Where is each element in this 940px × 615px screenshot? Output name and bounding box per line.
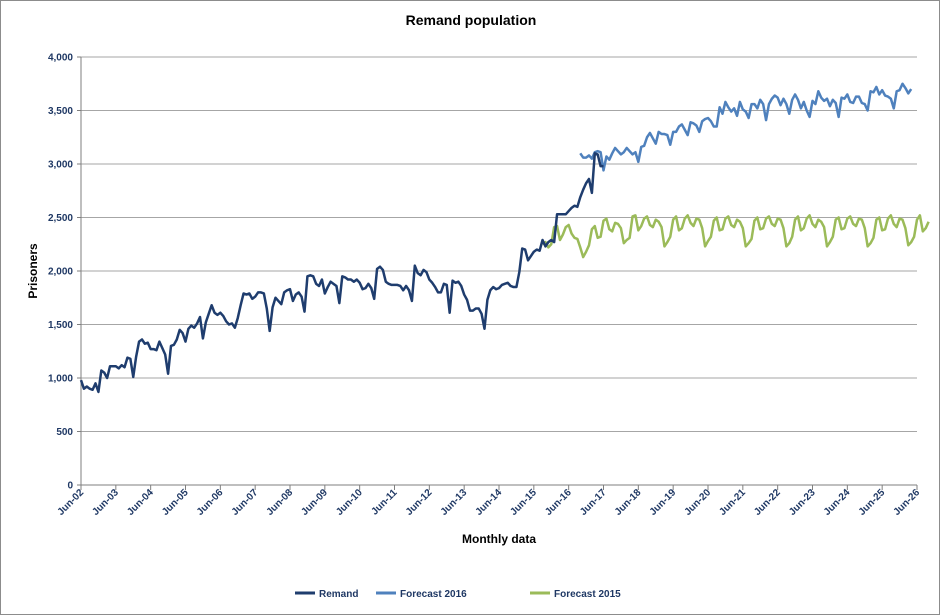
legend-label: Forecast 2016 — [400, 589, 467, 600]
chart-title: Remand population — [406, 12, 537, 28]
y-tick-labels: 0 500 1,000 1,500 2,000 2,500 3,000 3,500 4,000 — [48, 53, 73, 492]
x-tick-label: Jun-09 — [299, 487, 330, 518]
x-tick-label: Jun-21 — [717, 487, 748, 518]
y-axis-title: Prisoners — [26, 243, 40, 299]
x-tick-label: Jun-07 — [230, 487, 261, 518]
x-tick-label: Jun-08 — [265, 487, 296, 518]
series-line-forecast-2015 — [541, 214, 930, 259]
x-tick-labels: Jun-02 Jun-03 Jun-04 Jun-05 Jun-06 Jun-07 Jun-… — [56, 485, 923, 518]
y-tick-label: 500 — [56, 427, 73, 438]
x-tick-label: Jun-25 — [857, 487, 888, 518]
series-line-forecast-2016 — [579, 82, 913, 172]
x-tick-label: Jun-12 — [404, 487, 435, 518]
y-tick-label: 4,000 — [48, 53, 73, 64]
x-tick-label: Jun-05 — [160, 487, 191, 518]
x-tick-label: Jun-11 — [369, 487, 399, 517]
x-tick-label: Jun-15 — [508, 487, 539, 518]
x-axis-title: Monthly data — [462, 532, 536, 546]
x-tick-label: Jun-04 — [125, 487, 156, 518]
y-tick-label: 1,000 — [48, 374, 73, 385]
legend-label: Remand — [319, 589, 358, 600]
x-tick-label: Jun-22 — [752, 487, 783, 518]
x-tick-label: Jun-10 — [334, 487, 365, 518]
x-tick-label: Jun-26 — [892, 487, 923, 518]
x-tick-label: Jun-02 — [56, 487, 87, 518]
y-tick-label: 3,000 — [48, 160, 73, 171]
data-series — [79, 82, 930, 394]
series-line-remand — [79, 152, 604, 394]
y-tick-label: 2,500 — [48, 213, 73, 224]
y-tick-label: 1,500 — [48, 320, 73, 331]
x-tick-label: Jun-06 — [195, 487, 226, 518]
x-tick-label: Jun-17 — [578, 487, 609, 518]
x-tick-label: Jun-23 — [787, 487, 818, 518]
x-tick-label: Jun-14 — [474, 487, 505, 518]
x-tick-label: Jun-13 — [439, 487, 470, 518]
y-tick-label: 0 — [67, 481, 73, 492]
x-tick-label: Jun-18 — [613, 487, 644, 518]
y-gridlines — [77, 56, 917, 486]
x-tick-label: Jun-03 — [90, 487, 121, 518]
y-tick-label: 3,500 — [48, 106, 73, 117]
x-tick-label: Jun-19 — [648, 487, 679, 518]
x-tick-label: Jun-24 — [822, 487, 853, 518]
legend: Remand Forecast 2016 Forecast 2015 — [295, 589, 621, 600]
legend-label: Forecast 2015 — [554, 589, 621, 600]
y-tick-label: 2,000 — [48, 267, 73, 278]
x-tick-label: Jun-20 — [683, 487, 714, 518]
x-tick-label: Jun-16 — [543, 487, 574, 518]
